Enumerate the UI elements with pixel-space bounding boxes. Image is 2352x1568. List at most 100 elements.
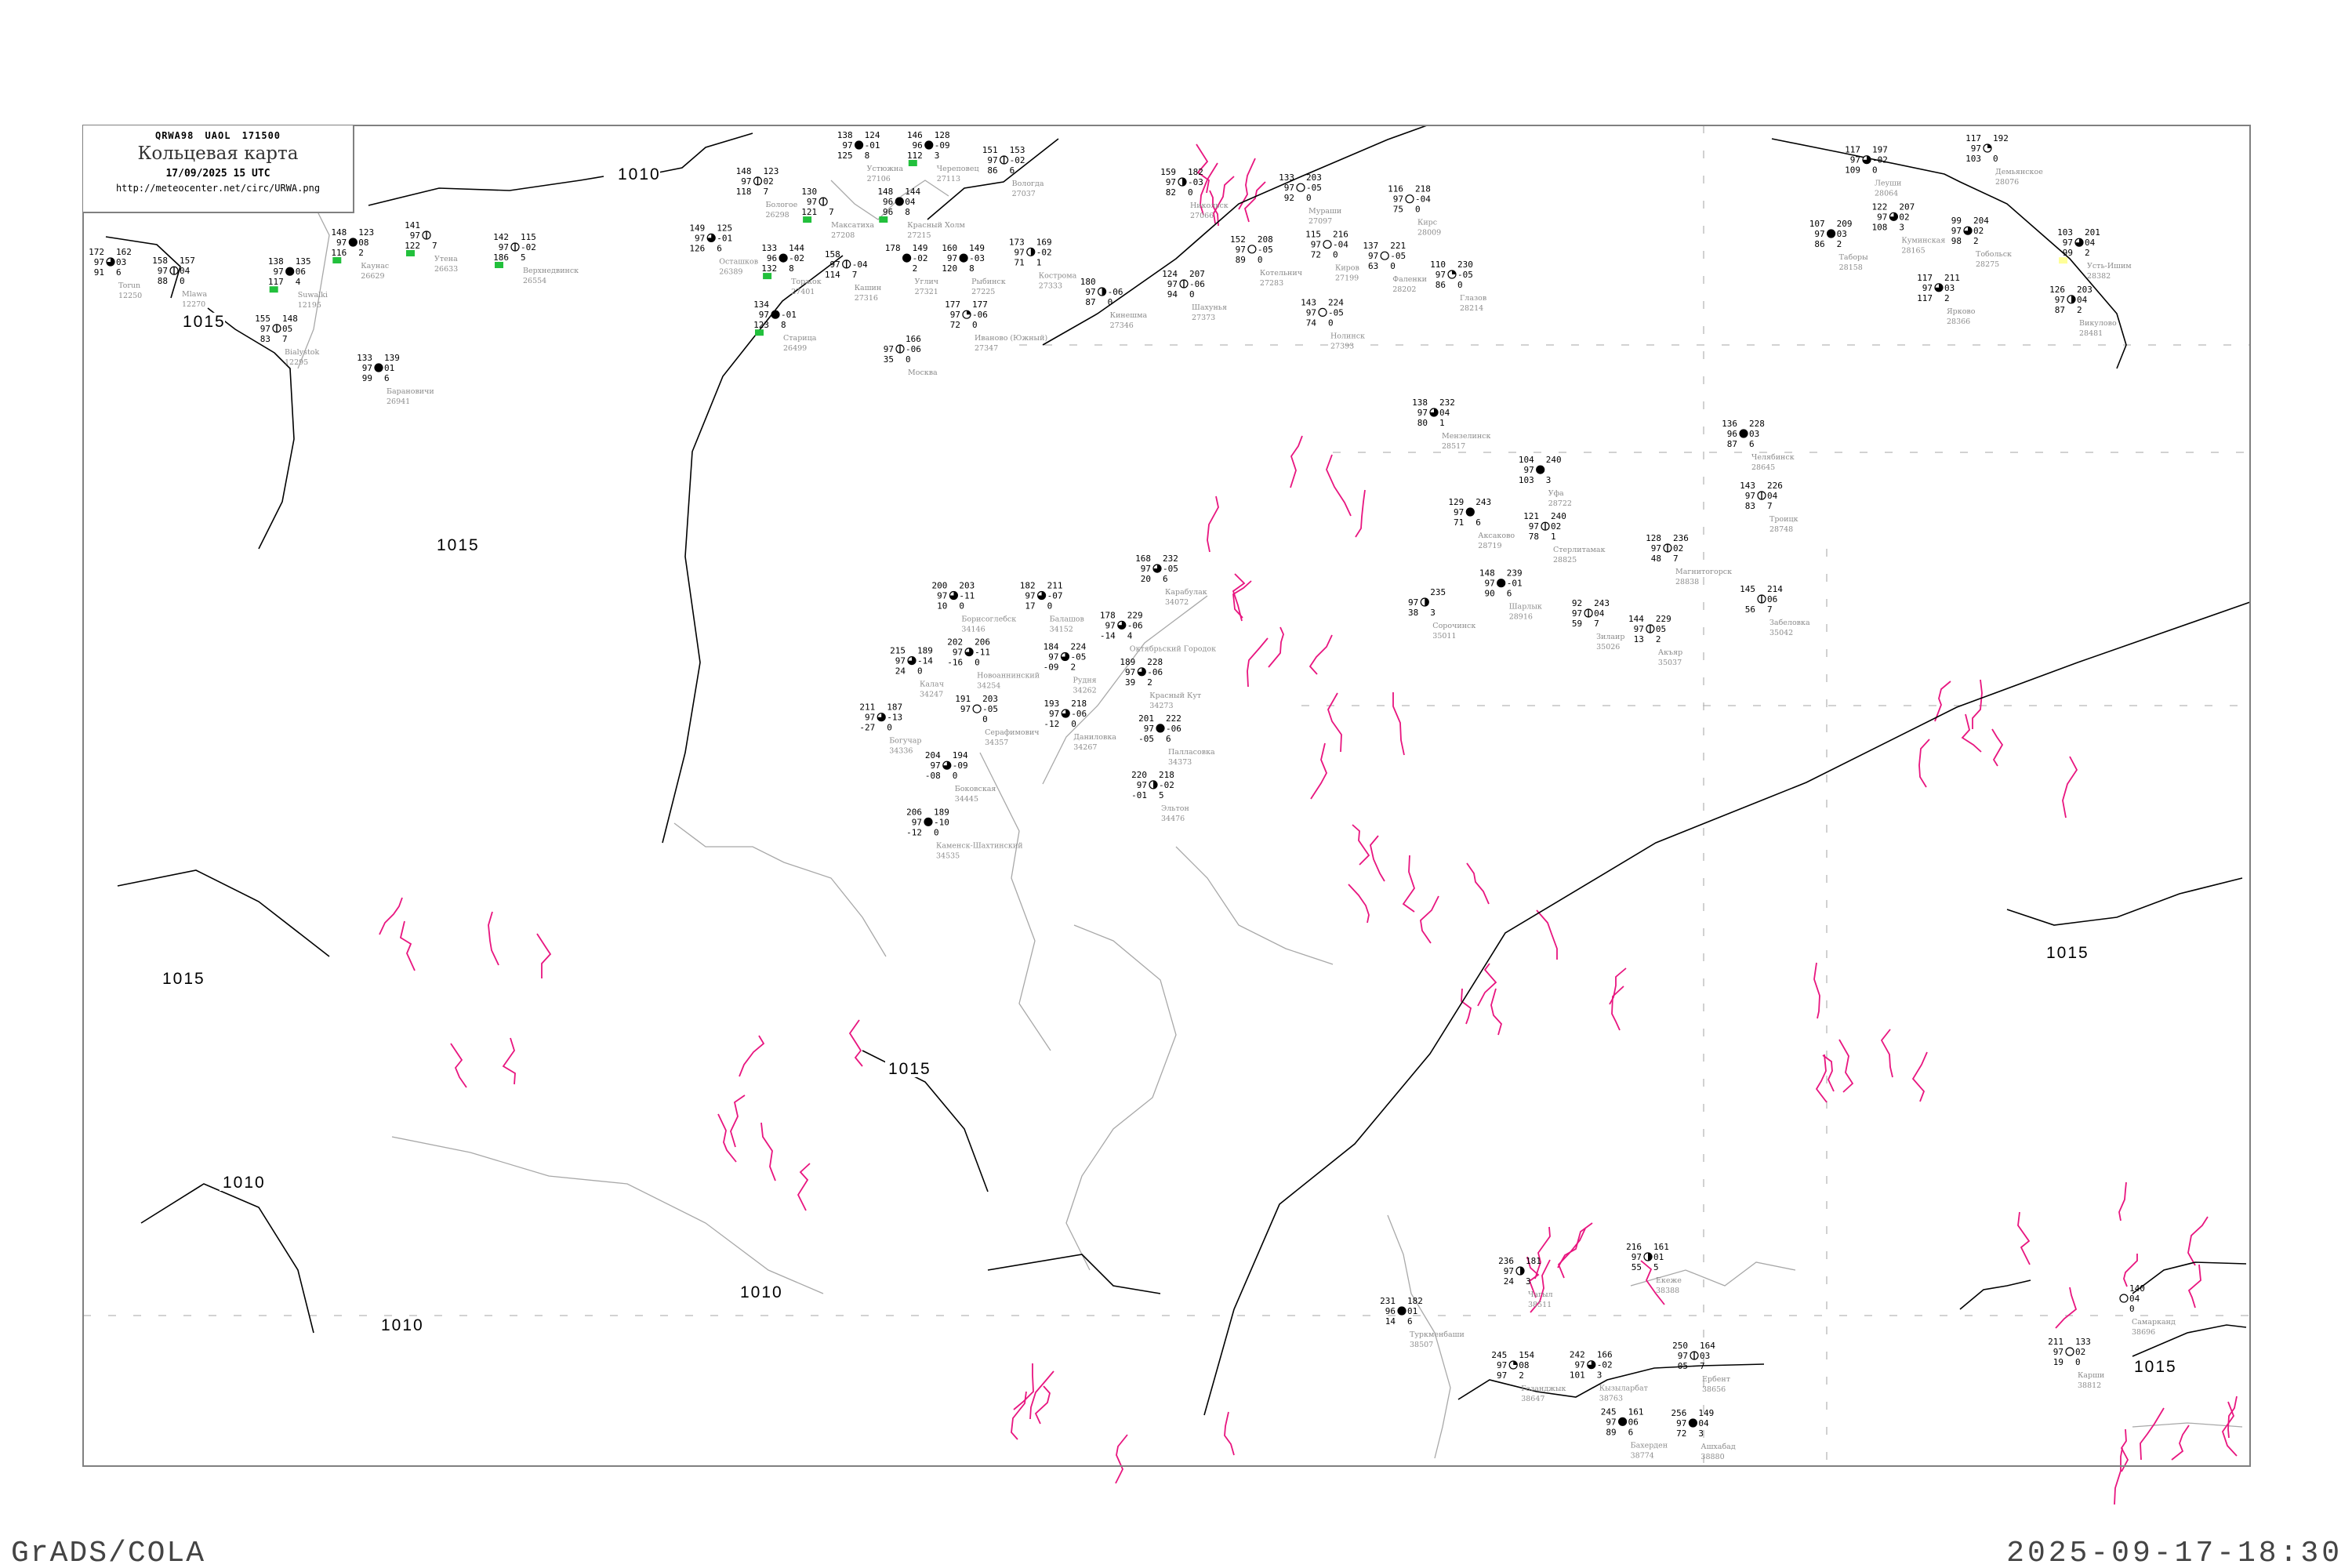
magenta-contour-segment xyxy=(1934,681,1951,722)
station-value-br: 8 xyxy=(905,207,910,217)
station-value-bl: 114 xyxy=(825,270,840,280)
coastline xyxy=(673,822,887,957)
station-value-tr: 166 xyxy=(906,334,921,344)
cloud-cover-icon xyxy=(1117,620,1127,630)
isobar-label-group: 1010 xyxy=(378,1316,423,1334)
station-value-tl: 151 xyxy=(982,145,998,155)
station-plot[interactable]: 178 149-022 Углич 27321 xyxy=(885,243,938,296)
magenta-contour-segment xyxy=(730,1094,746,1148)
station-id: 38880 xyxy=(1700,1453,1724,1461)
station-value-tr: 197 xyxy=(1872,145,1888,155)
station-value-ml: 97 xyxy=(2053,1347,2063,1357)
station-value-br: 0 xyxy=(917,666,923,677)
station-value-bl: 20 xyxy=(1141,574,1151,584)
magenta-contour-segment xyxy=(1034,1385,1051,1425)
station-value-mr: -06 xyxy=(1127,620,1143,630)
station-name: Осташков xyxy=(719,257,758,266)
station-value-br: 0 xyxy=(1993,154,1998,164)
station-value-bl: 13 xyxy=(1634,634,1644,644)
station-id: 27097 xyxy=(1308,217,1332,226)
station-value-tr: 236 xyxy=(1673,533,1689,543)
station-value-ml: 97 xyxy=(937,591,947,601)
